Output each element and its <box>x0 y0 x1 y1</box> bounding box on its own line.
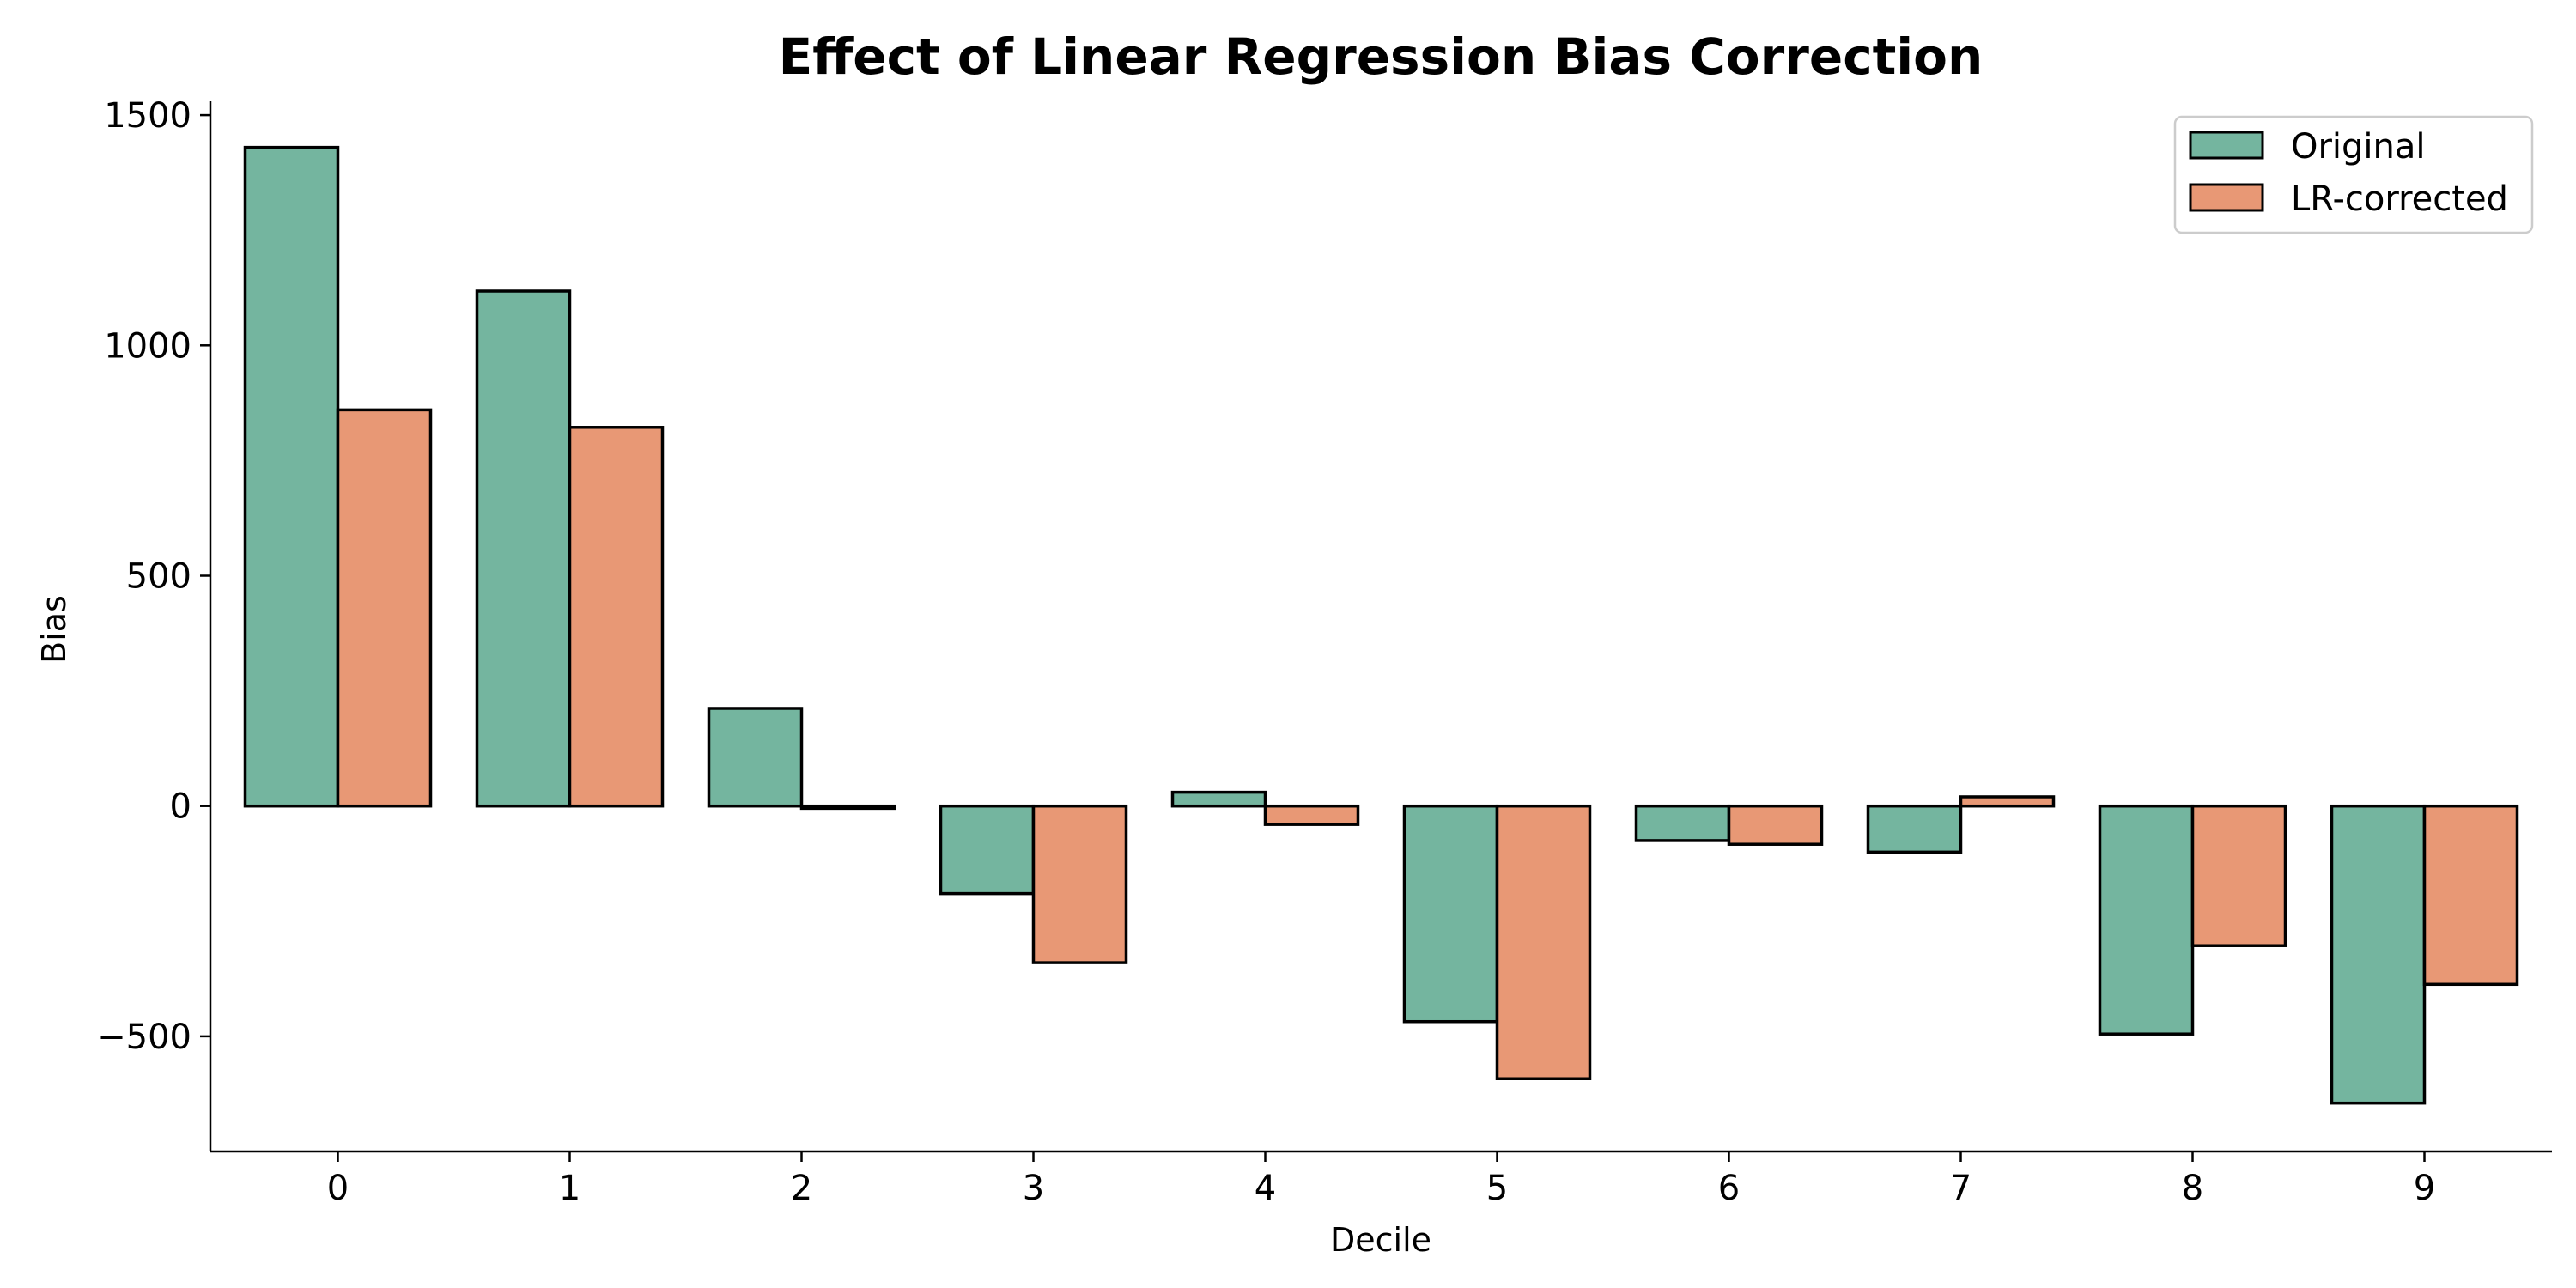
bar-lr-corrected-decile-4 <box>1263 804 1360 826</box>
x-tick-label: 4 <box>1255 1169 1276 1208</box>
bar-original-decile-6 <box>1634 804 1731 842</box>
x-tick-label: 3 <box>1023 1169 1044 1208</box>
y-tick-label: 500 <box>126 556 191 596</box>
bar-lr-corrected-decile-1 <box>568 426 665 808</box>
bar-lr-corrected-decile-5 <box>1495 804 1592 1080</box>
legend-label: Original <box>2291 127 2426 167</box>
y-tick-label: −500 <box>97 1018 191 1057</box>
legend-label: LR-corrected <box>2291 179 2508 219</box>
bar-original-decile-7 <box>1866 804 1963 854</box>
bar-original-decile-2 <box>707 707 804 808</box>
y-axis-label: Bias <box>35 595 73 664</box>
bar-original-decile-4 <box>1170 790 1267 808</box>
bar-original-decile-3 <box>939 804 1036 896</box>
legend-swatch <box>2189 131 2264 160</box>
x-tick-label: 9 <box>2414 1169 2435 1208</box>
bar-original-decile-8 <box>2098 804 2195 1036</box>
bar-lr-corrected-decile-6 <box>1727 804 1824 846</box>
x-tick-label: 0 <box>327 1169 349 1208</box>
x-tick-label: 2 <box>791 1169 812 1208</box>
chart-title: Effect of Linear Regression Bias Correct… <box>779 27 1984 86</box>
x-tick-label: 5 <box>1486 1169 1508 1208</box>
bar-original-decile-9 <box>2330 804 2427 1105</box>
bar-lr-corrected-decile-2 <box>799 804 896 811</box>
bar-lr-corrected-decile-9 <box>2422 804 2519 987</box>
bar-lr-corrected-decile-8 <box>2190 804 2287 947</box>
bar-lr-corrected-decile-7 <box>1959 795 2056 808</box>
legend: Original LR-corrected <box>2173 115 2534 234</box>
x-tick-label: 1 <box>559 1169 580 1208</box>
bar-original-decile-1 <box>475 289 572 808</box>
bar-original-decile-0 <box>243 145 340 808</box>
y-tick-label: 1500 <box>104 96 191 136</box>
plot-area <box>243 145 2519 1105</box>
x-tick-label: 6 <box>1718 1169 1740 1208</box>
bar-original-decile-5 <box>1402 804 1499 1024</box>
bar-lr-corrected-decile-3 <box>1031 804 1128 964</box>
axes: 1500 1000 500 0 −500 0 1 2 3 4 5 6 7 8 9 <box>97 96 2552 1208</box>
x-tick-label: 8 <box>2182 1169 2203 1208</box>
x-tick-label: 7 <box>1950 1169 1971 1208</box>
y-tick-label: 0 <box>170 787 191 827</box>
x-axis-label: Decile <box>1330 1221 1431 1259</box>
bar-lr-corrected-decile-0 <box>336 408 433 808</box>
legend-frame <box>2173 115 2534 234</box>
legend-swatch <box>2189 183 2264 212</box>
y-tick-label: 1000 <box>104 326 191 366</box>
